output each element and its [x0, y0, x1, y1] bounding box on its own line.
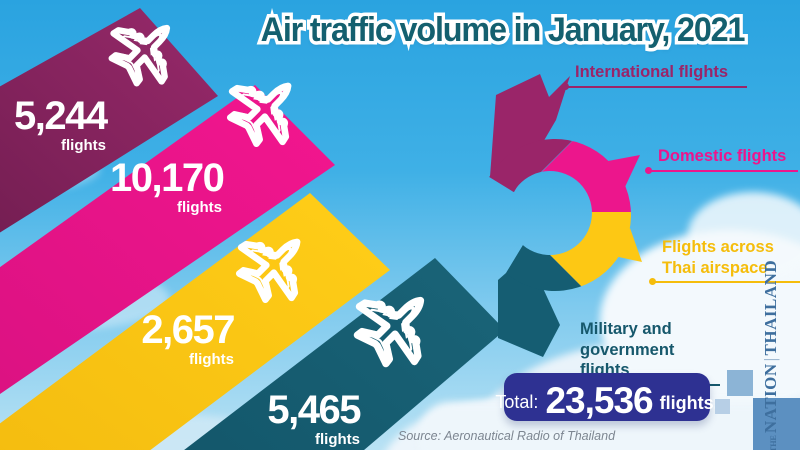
- ribbon-band-domestic: [0, 85, 335, 394]
- cloud-shape: [688, 192, 800, 278]
- logo-the: THE: [769, 435, 778, 450]
- legend-dot: [649, 278, 656, 286]
- total-value: 23,536: [545, 380, 653, 421]
- legend-dot: [562, 82, 569, 90]
- flight-unit: flights: [61, 137, 106, 154]
- ribbon-value-airspace: 2,657 flights: [138, 308, 235, 368]
- logo-square-decoration: [727, 370, 753, 396]
- source-credit: Source: Aeronautical Radio of Thailand: [398, 429, 616, 443]
- flight-unit: flights: [189, 351, 234, 368]
- logo-divider: |: [761, 357, 780, 362]
- legend-item-domestic: Domestic flights: [645, 146, 798, 174]
- flight-count: 5,465: [267, 388, 361, 432]
- logo-thailand: THAILAND: [761, 259, 780, 356]
- total-unit: flights.: [659, 392, 719, 413]
- flight-count: 5,244: [14, 94, 108, 138]
- logo-square-decoration: [715, 399, 730, 414]
- donut-chart: [489, 74, 642, 357]
- total-badge: Total: 23,536 flights.: [495, 373, 719, 421]
- legend-label: International flights: [575, 63, 729, 81]
- legend-label: Domestic flights: [658, 147, 787, 165]
- logo-square-decoration: [753, 398, 800, 450]
- page-title: Air traffic volume in January, 2021 Air …: [257, 8, 748, 53]
- legend-item-airspace: Flights across Thai airspace: [649, 237, 800, 286]
- ribbon-band-military: [184, 258, 505, 450]
- legend-label: Flights across: [662, 238, 774, 256]
- nation-thailand-logo: THENATION|THAILAND: [761, 260, 783, 450]
- ribbon-value-international: 5,244 flights: [14, 94, 108, 154]
- total-label: Total:: [495, 391, 539, 412]
- flight-count: 10,170: [110, 156, 225, 200]
- donut-pointer-airspace: [614, 228, 642, 262]
- flight-unit: flights: [315, 431, 360, 448]
- donut-pointer-domestic: [608, 155, 640, 187]
- logo-nation: NATION: [761, 363, 780, 434]
- flight-count: 2,657: [141, 308, 235, 352]
- flight-unit: flights: [177, 199, 222, 216]
- legend-item-international: International flights: [562, 62, 747, 90]
- legend-label: Thai airspace: [662, 258, 768, 277]
- legend-dot: [645, 166, 652, 174]
- ribbon-value-domestic: 10,170 flights: [110, 156, 225, 216]
- ribbon-value-military: 5,465 flights: [264, 388, 361, 448]
- legend-label: Military and: [580, 320, 672, 338]
